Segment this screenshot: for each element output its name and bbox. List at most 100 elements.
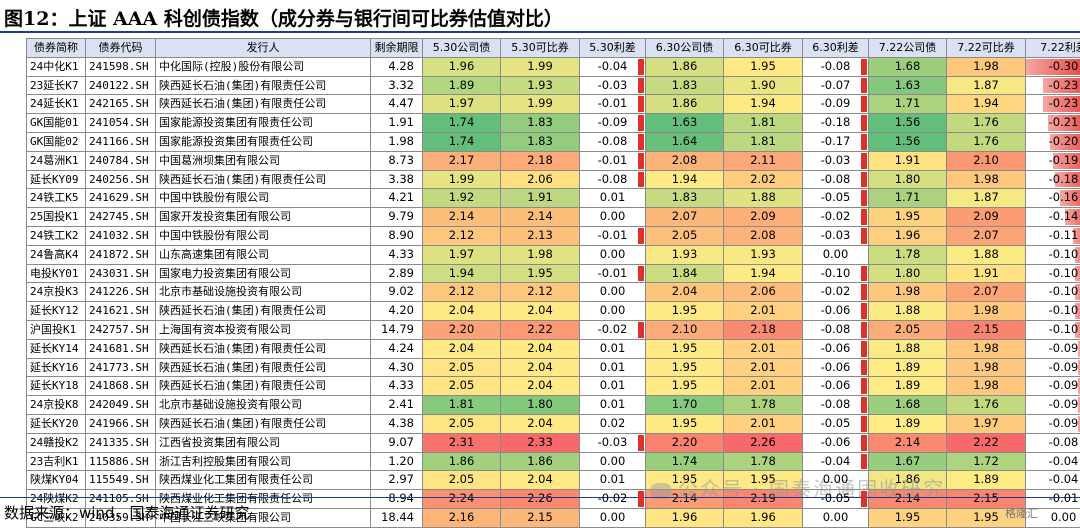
remaining-term-cell: 9.07 [370, 432, 423, 453]
bond-code-cell: 241621.SH [85, 301, 156, 321]
valuation-cell: 1.98 [868, 282, 947, 303]
valuation-cell: 1.63 [868, 75, 947, 96]
valuation-cell: 1.78 [868, 244, 947, 265]
spread-value: -0.11 [1048, 227, 1079, 242]
valuation-cell: 2.04 [422, 338, 501, 359]
spread-value: -0.09 [1048, 415, 1079, 430]
valuation-cell: 1.97 [946, 413, 1026, 434]
spread-value: -0.21 [1048, 115, 1079, 130]
bond-code-cell: 241054.SH [85, 113, 156, 133]
valuation-cell: 1.99 [500, 56, 580, 77]
valuation-cell: 2.14 [868, 432, 947, 453]
valuation-cell: 1.98 [946, 301, 1026, 321]
valuation-cell: 1.81 [422, 395, 501, 415]
spread-value: -0.01 [597, 265, 628, 280]
column-header: 7.22利差 [1025, 38, 1080, 58]
valuation-cell: 2.17 [422, 150, 501, 171]
valuation-cell: 1.68 [868, 56, 947, 77]
valuation-cell: 1.71 [868, 188, 947, 209]
spread-cell: -0.03 [802, 150, 869, 171]
valuation-cell: 2.12 [422, 225, 501, 246]
spread-bar [1077, 340, 1080, 357]
spread-bar [861, 171, 867, 188]
valuation-cell: 1.80 [868, 169, 947, 190]
valuation-cell: 2.06 [500, 169, 580, 190]
spread-cell: 0.00 [579, 244, 646, 265]
issuer-cell: 江西省投资集团有限公司 [155, 432, 371, 453]
spread-value: -0.10 [1048, 246, 1079, 261]
bond-code-cell: 241872.SH [85, 244, 156, 265]
valuation-cell: 1.93 [645, 244, 724, 265]
spread-value: -0.08 [820, 171, 851, 186]
spread-cell: 0.01 [579, 188, 646, 209]
spread-value: -0.06 [820, 359, 851, 374]
spread-bar [638, 265, 644, 282]
spread-cell: 0.00 [579, 282, 646, 303]
valuation-cell: 2.01 [723, 357, 803, 378]
valuation-cell: 1.74 [422, 113, 501, 133]
valuation-cell: 2.14 [500, 207, 580, 227]
spread-cell: -0.08 [802, 169, 869, 190]
bond-code-cell: 240359.SH [85, 507, 156, 528]
table-row: 24延长K1 242165.SH 陕西延长石油(集团)有限责任公司 4.47 1.97 1… [26, 94, 1080, 115]
spread-cell: -0.01 [579, 94, 646, 115]
spread-bar [861, 453, 867, 470]
spread-bar [1077, 359, 1080, 376]
spread-bar [1075, 284, 1080, 301]
table-row: 24京投K8 242049.SH 北京市基础设施投资有限公司 2.41 1.81 1.80… [26, 395, 1080, 415]
valuation-cell: 2.15 [946, 319, 1026, 340]
valuation-cell: 1.97 [422, 244, 501, 265]
valuation-cell: 1.95 [645, 357, 724, 378]
column-header: 发行人 [155, 38, 371, 58]
valuation-cell: 1.95 [868, 507, 947, 528]
spread-cell: -0.06 [802, 376, 869, 397]
remaining-term-cell: 4.38 [370, 413, 423, 434]
valuation-cell: 1.83 [500, 113, 580, 133]
spread-bar [861, 265, 867, 282]
valuation-cell: 1.72 [946, 451, 1026, 472]
valuation-cell: 1.89 [946, 470, 1026, 491]
table-row: 沪国投K1 242757.SH 上海国有资本投资有限公司 14.79 2.20 2.22 -… [26, 319, 1080, 340]
valuation-cell: 1.95 [946, 507, 1026, 528]
valuation-cell: 2.33 [500, 432, 580, 453]
valuation-cell: 1.91 [868, 150, 947, 171]
issuer-cell: 中国中铁股份有限公司 [155, 188, 371, 209]
valuation-cell: 2.12 [422, 282, 501, 303]
issuer-cell: 陕西延长石油(集团)有限责任公司 [155, 94, 371, 115]
bond-name-cell: 24铁工K5 [26, 188, 86, 209]
remaining-term-cell: 3.32 [370, 75, 423, 96]
spread-cell: -0.01 [579, 150, 646, 171]
valuation-cell: 2.07 [946, 225, 1026, 246]
spread-cell: -0.19 [1025, 150, 1080, 171]
spread-cell: -0.10 [802, 263, 869, 284]
spread-bar [638, 321, 644, 338]
issuer-cell: 浙江吉利控股集团有限公司 [155, 451, 371, 472]
valuation-cell: 2.04 [500, 338, 580, 359]
spread-cell: -0.04 [1025, 451, 1080, 472]
valuation-cell: 2.26 [500, 489, 580, 509]
valuation-table: 债券简称 债券代码 发行人 剩余期限 5.30公司债 5.30可比券 5.30利差 6.30公… [26, 38, 1080, 528]
spread-value: -0.03 [820, 152, 851, 167]
valuation-cell: 1.86 [645, 94, 724, 115]
spread-cell: -0.08 [802, 395, 869, 415]
spread-bar [1075, 246, 1080, 263]
spread-value: 0.00 [599, 509, 626, 524]
valuation-cell: 2.08 [645, 150, 724, 171]
spread-cell: 0.00 [579, 507, 646, 528]
table-container: 债券简称 债券代码 发行人 剩余期限 5.30公司债 5.30可比券 5.30利差 6.30公… [26, 38, 1080, 528]
remaining-term-cell: 1.91 [370, 113, 423, 133]
spread-value: 0.01 [599, 378, 626, 393]
column-header: 6.30利差 [802, 38, 869, 58]
spread-cell: 0.02 [579, 413, 646, 434]
valuation-cell: 1.84 [645, 263, 724, 284]
spread-cell: -0.03 [579, 432, 646, 453]
remaining-term-cell: 4.24 [370, 338, 423, 359]
spread-cell: -0.02 [579, 489, 646, 509]
valuation-cell: 1.94 [645, 169, 724, 190]
spread-cell: 0.00 [579, 301, 646, 321]
column-header: 6.30可比券 [723, 38, 803, 58]
remaining-term-cell: 4.33 [370, 244, 423, 265]
bond-name-cell: GC三峡K2 [26, 507, 86, 528]
spread-cell: -0.08 [579, 131, 646, 152]
spread-value: -0.10 [1048, 284, 1079, 299]
